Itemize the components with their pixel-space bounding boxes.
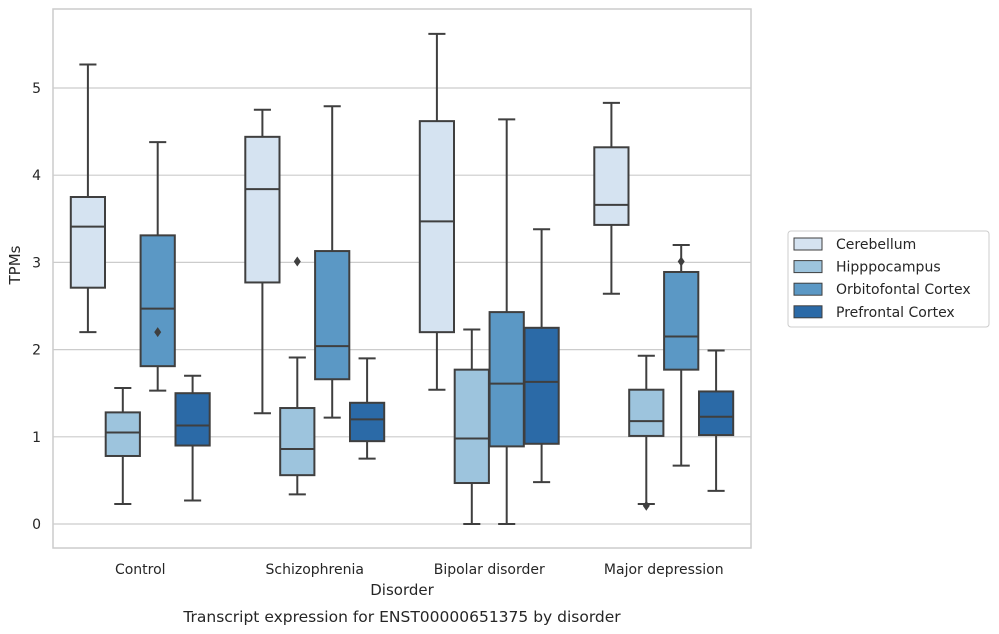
box-iqr [628, 388, 665, 437]
box-cerebellum [69, 63, 107, 334]
outlier-point [154, 327, 162, 338]
box-iqr [104, 411, 141, 457]
box-iqr [663, 270, 700, 371]
box-prefrontal-cortex [348, 357, 386, 460]
legend-label: Cerebellum [836, 237, 916, 253]
legend-swatch [793, 305, 823, 319]
outlier-point [677, 256, 685, 267]
outlier-point [293, 256, 301, 267]
y-tick-label: 5 [32, 81, 41, 97]
box-iqr [523, 326, 560, 445]
box-iqr [348, 401, 386, 443]
box-cerebellum [593, 101, 630, 295]
legend-swatch [793, 260, 823, 274]
box-iqr [279, 407, 316, 477]
legend-swatch [793, 282, 823, 296]
box-iqr [697, 390, 735, 437]
box-iqr [244, 135, 281, 284]
box-iqr [453, 368, 490, 485]
legend: Cerebellum Hipppocampus Orbitofontal Corte… [787, 230, 990, 328]
box-iqr [174, 392, 211, 447]
box-prefrontal-cortex [697, 349, 735, 492]
box-iqr [593, 146, 630, 226]
plot-frame [52, 8, 752, 549]
x-axis-label: Disorder [370, 581, 434, 599]
box-orbitofontal-cortex [139, 141, 176, 392]
boxes [69, 32, 735, 525]
x-tick-label: Bipolar disorder [434, 562, 545, 578]
box-prefrontal-cortex [523, 228, 560, 484]
y-tick-label: 2 [32, 343, 41, 359]
box-cerebellum [418, 32, 456, 391]
box-orbitofontal-cortex [314, 105, 351, 419]
y-tick-label: 1 [32, 430, 41, 446]
legend-frame [787, 230, 990, 328]
box-iqr [314, 250, 351, 381]
box-hipppocampus [628, 354, 665, 511]
legend-label: Prefrontal Cortex [836, 305, 955, 321]
box-hipppocampus [279, 256, 316, 496]
legend-label: Hipppocampus [836, 260, 941, 276]
y-tick-label: 0 [32, 517, 41, 533]
outlier-point [642, 500, 650, 511]
box-iqr [488, 311, 525, 448]
box-orbitofontal-cortex [488, 118, 525, 525]
legend-label: Orbitofontal Cortex [836, 282, 971, 298]
box-iqr [69, 196, 107, 289]
chart-caption: Transcript expression for ENST0000065137… [182, 608, 621, 626]
box-iqr [418, 120, 456, 334]
box-cerebellum [244, 108, 281, 415]
y-axis-label: TPMs [6, 245, 24, 285]
x-tick-label: Major depression [604, 562, 724, 578]
y-tick-label: 4 [32, 168, 41, 184]
x-tick-label: Schizophrenia [266, 562, 364, 578]
legend-swatch [793, 237, 823, 251]
box-hipppocampus [104, 386, 141, 505]
box-prefrontal-cortex [174, 374, 211, 502]
x-tick-label: Control [115, 562, 166, 578]
box-iqr [139, 234, 176, 368]
ticks: 0 1 2 3 4 5 Control Schizophrenia Bipolar disord… [32, 81, 724, 578]
box-orbitofontal-cortex [663, 243, 700, 467]
box-hipppocampus [453, 328, 490, 525]
y-tick-label: 3 [32, 255, 41, 271]
